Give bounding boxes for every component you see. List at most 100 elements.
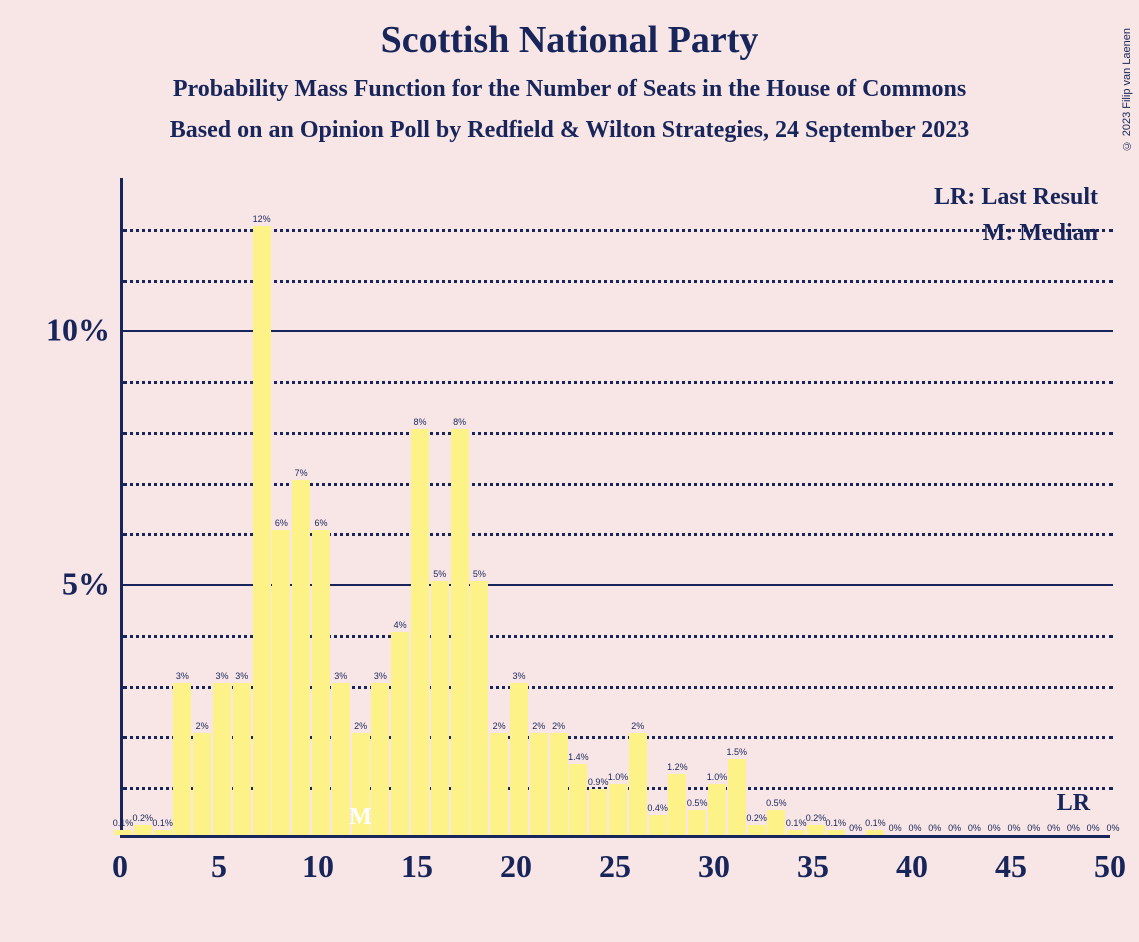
bar	[173, 683, 191, 835]
bar-label: 0.4%	[647, 803, 668, 813]
bar	[748, 825, 766, 835]
bar-label: 0%	[908, 823, 921, 833]
x-axis-label: 35	[797, 848, 829, 885]
x-axis-label: 5	[211, 848, 227, 885]
bar-label: 0%	[849, 823, 862, 833]
bar	[708, 784, 726, 835]
lr-marker: LR	[1057, 790, 1090, 817]
bar-label: 3%	[215, 671, 228, 681]
bar	[371, 683, 389, 835]
bar-label: 3%	[235, 671, 248, 681]
legend-m: M: Median	[983, 220, 1098, 247]
bar-label: 4%	[394, 620, 407, 630]
chart-subtitle: Probability Mass Function for the Number…	[0, 76, 1139, 103]
bar	[193, 733, 211, 835]
chart-subtitle2: Based on an Opinion Poll by Redfield & W…	[0, 117, 1139, 144]
x-axis-label: 50	[1094, 848, 1126, 885]
bar-label: 0%	[1047, 823, 1060, 833]
bar	[470, 581, 488, 835]
y-axis-label: 5%	[62, 566, 110, 603]
x-axis-label: 0	[112, 848, 128, 885]
bar-label: 0%	[948, 823, 961, 833]
bar-label: 0.2%	[746, 813, 767, 823]
bar-label: 2%	[631, 721, 644, 731]
x-axis-label: 45	[995, 848, 1027, 885]
bar-label: 0%	[1106, 823, 1119, 833]
bar	[391, 632, 409, 835]
bar-label: 1.4%	[568, 752, 589, 762]
gridline	[123, 381, 1113, 384]
bar-label: 0.9%	[588, 777, 609, 787]
bar-label: 0.5%	[766, 798, 787, 808]
bar-label: 0.1%	[786, 818, 807, 828]
gridline	[123, 330, 1113, 332]
bar	[134, 825, 152, 835]
copyright-text: © 2023 Filip van Laenen	[1121, 28, 1133, 151]
chart-area: 0.1%0.2%0.1%3%2%3%3%12%6%7%6%3%2%3%4%8%5…	[120, 178, 1110, 838]
bar	[550, 733, 568, 835]
bar-label: 0%	[1027, 823, 1040, 833]
bar-label: 3%	[176, 671, 189, 681]
bar-label: 0.2%	[806, 813, 827, 823]
bar-label: 0%	[988, 823, 1001, 833]
bar-label: 5%	[473, 569, 486, 579]
bar	[589, 789, 607, 835]
bar	[866, 830, 884, 835]
chart-plot: 0.1%0.2%0.1%3%2%3%3%12%6%7%6%3%2%3%4%8%5…	[120, 178, 1110, 838]
gridline	[123, 483, 1113, 486]
chart-title: Scottish National Party	[0, 18, 1139, 62]
bar	[767, 810, 785, 835]
x-axis-label: 25	[599, 848, 631, 885]
bar	[312, 530, 330, 835]
bar	[332, 683, 350, 835]
bar	[154, 830, 172, 835]
bar-label: 0%	[889, 823, 902, 833]
bar	[490, 733, 508, 835]
bar	[807, 825, 825, 835]
bar	[292, 480, 310, 835]
x-axis-label: 10	[302, 848, 334, 885]
median-marker: M	[349, 804, 372, 831]
bar-label: 3%	[512, 671, 525, 681]
bar-label: 0.1%	[865, 818, 886, 828]
bar	[431, 581, 449, 835]
bar	[827, 830, 845, 835]
bar	[530, 733, 548, 835]
bar-label: 0%	[928, 823, 941, 833]
bar-label: 1.2%	[667, 762, 688, 772]
y-axis-label: 10%	[46, 312, 110, 349]
bar	[787, 830, 805, 835]
bar-label: 0%	[1087, 823, 1100, 833]
bar-label: 6%	[314, 518, 327, 528]
bar-label: 1.0%	[608, 772, 629, 782]
bar-label: 3%	[374, 671, 387, 681]
x-axis-label: 30	[698, 848, 730, 885]
bar-label: 0.2%	[133, 813, 154, 823]
bar-label: 1.0%	[707, 772, 728, 782]
bar-label: 8%	[453, 417, 466, 427]
bar-label: 0.1%	[826, 818, 847, 828]
bar-label: 0.1%	[152, 818, 173, 828]
bar-label: 3%	[334, 671, 347, 681]
bar-label: 12%	[253, 214, 271, 224]
bar	[510, 683, 528, 835]
bar	[569, 764, 587, 835]
bar	[688, 810, 706, 835]
bar-label: 6%	[275, 518, 288, 528]
bar-label: 2%	[354, 721, 367, 731]
bar	[411, 429, 429, 835]
gridline	[123, 280, 1113, 283]
bar-label: 2%	[552, 721, 565, 731]
gridline	[123, 432, 1113, 435]
bar-label: 2%	[196, 721, 209, 731]
bar	[728, 759, 746, 835]
bar-label: 5%	[433, 569, 446, 579]
bar	[253, 226, 271, 835]
gridline	[123, 229, 1113, 232]
bar-label: 2%	[532, 721, 545, 731]
bar-label: 0.1%	[113, 818, 134, 828]
x-axis-label: 15	[401, 848, 433, 885]
bar	[213, 683, 231, 835]
bar	[272, 530, 290, 835]
bar	[609, 784, 627, 835]
